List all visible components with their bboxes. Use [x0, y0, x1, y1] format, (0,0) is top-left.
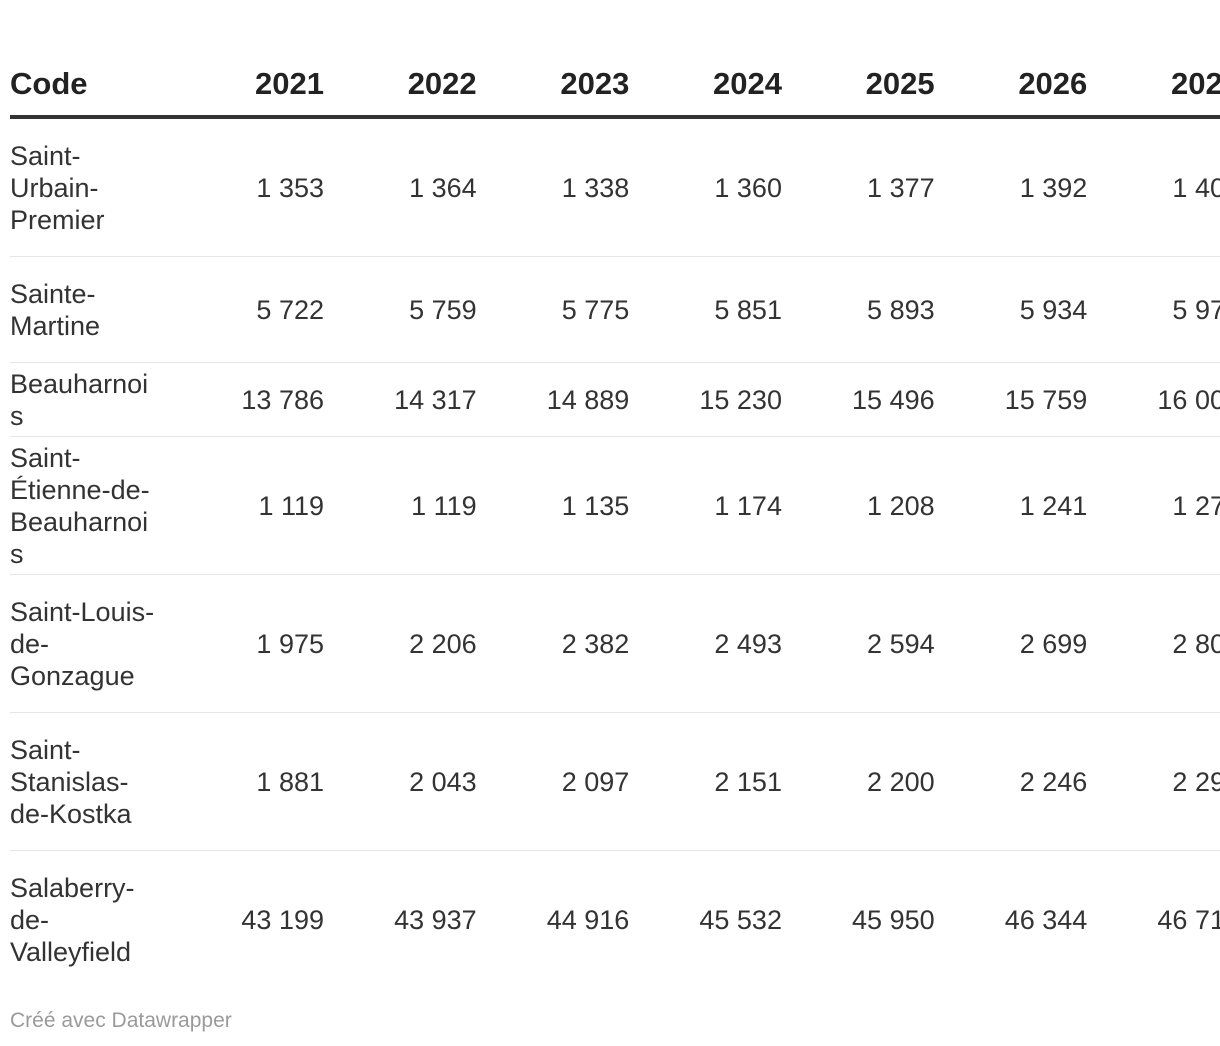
table-cell: 2 097: [476, 712, 630, 851]
datawrapper-credit: Créé avec Datawrapper: [10, 1009, 232, 1032]
table-cell: 15 230: [629, 362, 782, 437]
table-header-row: Code2021202220232024202520262027: [10, 0, 1220, 119]
data-table: Code2021202220232024202520262027 Saint-U…: [10, 0, 1220, 988]
table-cell: 14 317: [324, 362, 477, 437]
table-cell: 2 292: [1087, 712, 1220, 851]
table-cell: 1 241: [934, 436, 1088, 575]
row-label-text: Sainte- Martine: [10, 278, 101, 341]
table-cell: 5 775: [476, 256, 630, 363]
table-cell: 5 974: [1087, 256, 1220, 363]
table-row: Salaberry-de- Valleyfield 43 199 43 937 44 9…: [10, 851, 1220, 989]
table-row: Saint-Louis-de- Gonzague 1 975 2 206 2 382 2 …: [10, 574, 1220, 713]
row-label-text: Saint- Étienne-de- Beauharnois: [10, 442, 150, 569]
table-cell: 1 353: [171, 117, 324, 257]
table-cell: 1 119: [324, 436, 477, 575]
table-row: Saint- Urbain- Premier 1 353 1 364 1 338 1 360…: [10, 117, 1220, 257]
table-cell: 5 934: [934, 256, 1088, 363]
table-cell: 45 950: [852, 904, 935, 935]
table-cell: 2 043: [324, 712, 477, 851]
row-label-text: Salaberry-de- Valleyfield: [10, 872, 135, 967]
table-cell: 1 364: [324, 117, 477, 257]
table-body: Saint- Urbain- Premier 1 353 1 364 1 338 1 360…: [10, 117, 1220, 988]
table-cell: 1 119: [171, 436, 324, 575]
column-header-2025[interactable]: 2025: [781, 0, 935, 119]
table-cell: 1 377: [781, 117, 935, 257]
table-cell: 46 713: [1157, 904, 1220, 935]
row-label: Saint- Stanislas-de-Kostka: [10, 712, 172, 851]
column-header-2021[interactable]: 2021: [171, 0, 324, 119]
table-cell: 1 360: [629, 117, 782, 257]
table-cell: 15 759: [934, 362, 1088, 437]
table-cell: 2 800: [1087, 574, 1220, 713]
table-cell: 2 151: [629, 712, 782, 851]
table-cell: 13 786: [171, 362, 324, 437]
table-cell: 1 174: [629, 436, 782, 575]
table-cell: 5 851: [629, 256, 782, 363]
table-cell: 1 975: [171, 574, 324, 713]
table-row: Sainte- Martine 5 722 5 759 5 775 5 851 5 893 5…: [10, 256, 1220, 363]
row-label-text: Beauharnois: [10, 368, 149, 431]
row-label: Beauharnois: [10, 362, 172, 437]
table-cell: 2 246: [934, 712, 1088, 851]
table-cell: 14 889: [476, 362, 630, 437]
table-cell: 1 135: [476, 436, 630, 575]
column-header-2022[interactable]: 2022: [324, 0, 477, 119]
table-row: Saint- Stanislas-de-Kostka 1 881 2 043 2 097…: [10, 712, 1220, 851]
column-header-2024[interactable]: 2024: [629, 0, 782, 119]
table-row: Beauharnois 13 786 14 317 14 889 15 230 15 49…: [10, 362, 1220, 437]
row-label-text: Saint- Urbain- Premier: [10, 140, 105, 235]
table-cell: 43 199: [241, 904, 324, 935]
table-cell: 5 893: [781, 256, 935, 363]
table-cell: 16 008: [1087, 362, 1220, 437]
table-cell: 44 916: [546, 904, 630, 935]
table-cell: 1 338: [476, 117, 630, 257]
table-cell: 43 937: [394, 904, 477, 935]
row-label: Sainte- Martine: [10, 256, 172, 363]
row-label-text: Saint- Stanislas-de-Kostka: [10, 734, 132, 829]
column-header-2027[interactable]: 2027: [1087, 0, 1220, 119]
table-cell: 1 392: [934, 117, 1088, 257]
table-cell: 2 382: [476, 574, 630, 713]
table-cell: 2 699: [934, 574, 1088, 713]
row-label-text: Saint-Louis-de- Gonzague: [10, 596, 155, 691]
table-cell: 5 759: [324, 256, 477, 363]
table-row: Saint- Étienne-de- Beauharnois 1 119 1 119 1 …: [10, 436, 1220, 575]
table-cell: 1 881: [171, 712, 324, 851]
table-cell: 2 206: [324, 574, 477, 713]
row-label: Saint- Étienne-de- Beauharnois: [10, 436, 172, 575]
column-header-code[interactable]: Code: [10, 0, 172, 119]
table-cell: 2 200: [781, 712, 935, 851]
table-cell: 1 208: [781, 436, 935, 575]
table-cell: 2 594: [781, 574, 935, 713]
row-label: Saint- Urbain- Premier: [10, 117, 172, 257]
table-cell: 5 722: [171, 256, 324, 363]
data-table-container: Code2021202220232024202520262027 Saint-U…: [10, 0, 1220, 988]
table-cell: 1 276: [1087, 436, 1220, 575]
table-cell: 45 532: [699, 904, 782, 935]
row-label: Saint-Louis-de- Gonzague: [10, 574, 172, 713]
table-cell: 1 408: [1087, 117, 1220, 257]
column-header-2023[interactable]: 2023: [476, 0, 630, 119]
column-header-2026[interactable]: 2026: [934, 0, 1088, 119]
table-cell: 15 496: [781, 362, 935, 437]
table-cell: 46 344: [1004, 904, 1088, 935]
table-cell: 2 493: [629, 574, 782, 713]
row-label: Salaberry-de- Valleyfield: [10, 851, 171, 989]
